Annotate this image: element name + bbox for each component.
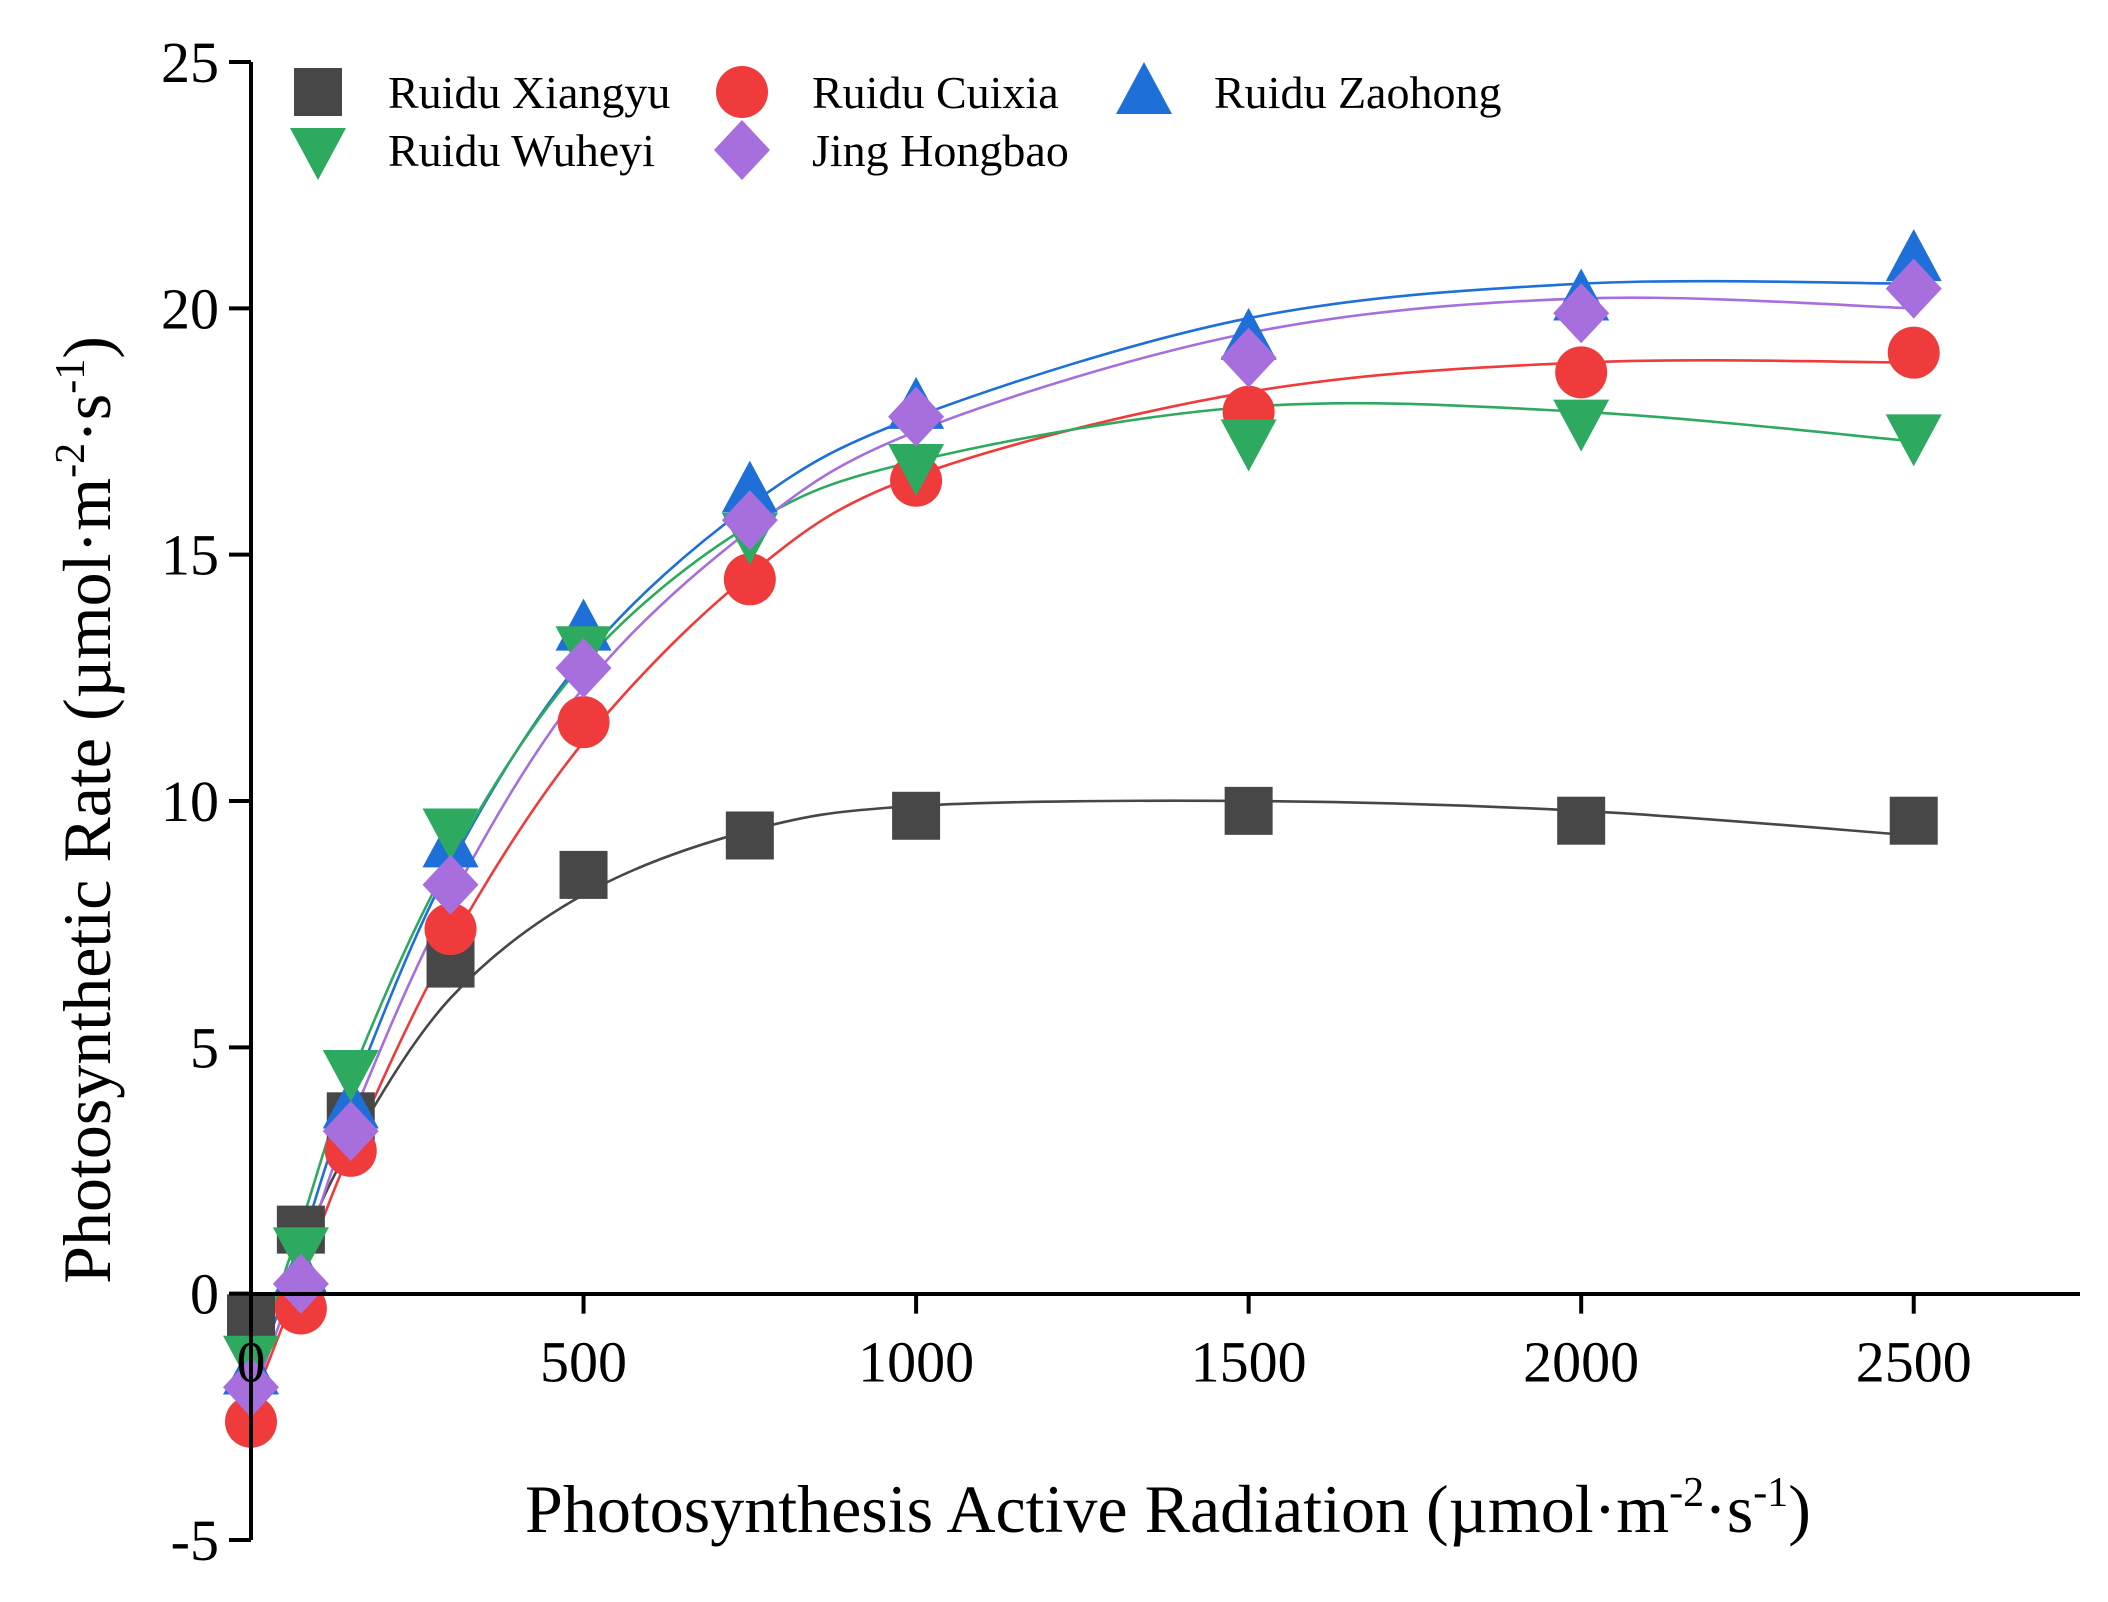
data-point-ruidu-wuheyi [1220,419,1277,472]
data-point-ruidu-wuheyi [422,808,479,861]
data-point-jing-hongbao [555,637,612,698]
data-point-ruidu-zaohong [1885,229,1942,282]
legend-marker-ruidu-cuixia [716,66,768,118]
x-axis-title-sup2: -1 [1753,1470,1788,1516]
data-point-ruidu-xiangyu [892,791,941,840]
x-axis-title-mid: ·s [1704,1471,1753,1547]
data-point-ruidu-cuixia [1555,346,1608,399]
data-point-ruidu-wuheyi [1553,399,1610,452]
legend-marker-ruidu-xiangyu [294,68,342,116]
data-point-ruidu-zaohong [721,460,778,513]
y-axis-title-main: Photosynthetic Rate (µmol·m [49,478,125,1284]
x-axis-title-sup1: -2 [1669,1470,1704,1516]
x-tick-label: 1000 [858,1330,974,1395]
x-axis-title-end: ) [1788,1471,1811,1547]
x-tick-label: 2000 [1523,1330,1639,1395]
data-point-ruidu-xiangyu [1224,786,1273,835]
data-point-jing-hongbao [1220,327,1277,388]
y-tick-label: 0 [190,1262,219,1327]
data-point-jing-hongbao [422,854,479,915]
y-axis-title-end: ) [49,336,125,359]
y-axis-title: Photosynthetic Rate (µmol·m-2·s-1) [48,336,125,1284]
x-axis-title: Photosynthesis Active Radiation (µmol·m-… [525,1470,1811,1547]
data-point-ruidu-xiangyu [725,811,774,860]
fit-curve-jing-hongbao [249,296,1914,1403]
data-point-jing-hongbao [322,1101,379,1162]
y-axis-title-sup1: -2 [48,443,94,478]
y-axis-title-mid: ·s [49,394,125,443]
y-tick-label: 10 [161,769,219,834]
legend: Ruidu Xiangyu Ruidu Cuixia Ruidu Zaohong Ru… [290,62,1501,180]
data-point-jing-hongbao [888,386,945,447]
legend-marker-jing-hongbao [714,120,770,180]
data-point-ruidu-cuixia [557,696,610,749]
data-point-jing-hongbao [721,490,778,551]
fit-curve-ruidu-zaohong [249,279,1914,1393]
data-point-ruidu-wuheyi [1885,414,1942,467]
legend-label-jing-hongbao: Jing Hongbao [812,125,1069,176]
y-tick-label: 5 [190,1015,219,1080]
data-point-jing-hongbao [1553,283,1610,344]
x-axis-title-main: Photosynthesis Active Radiation (µmol·m [525,1471,1669,1547]
data-point-ruidu-cuixia [723,553,776,606]
y-axis-title-sup2: -1 [48,359,94,394]
y-tick-label: 20 [161,276,219,341]
ticks: -5 0 5 10 15 20 25 0 500 1000 1500 2000 2500 [161,30,1972,1573]
legend-label-ruidu-cuixia: Ruidu Cuixia [812,67,1059,118]
x-tick-label: 1500 [1191,1330,1307,1395]
fit-curve-ruidu-wuheyi [249,401,1914,1373]
data-point-ruidu-xiangyu [1557,796,1606,845]
x-tick-label: 500 [540,1330,627,1395]
data-point-ruidu-xiangyu [559,850,608,899]
data-point-ruidu-cuixia [1887,326,1940,379]
data-point-ruidu-wuheyi [322,1049,379,1102]
y-tick-label: 15 [161,523,219,588]
data-point-ruidu-wuheyi [888,443,945,496]
legend-label-ruidu-zaohong: Ruidu Zaohong [1214,67,1501,118]
fit-curve-ruidu-xiangyu [249,799,1914,1369]
fit-curves [249,279,1914,1408]
data-point-ruidu-xiangyu [1889,796,1938,845]
legend-marker-ruidu-zaohong [1116,62,1172,114]
y-tick-label: -5 [171,1508,219,1573]
fit-curve-ruidu-cuixia [249,359,1914,1408]
data-point-ruidu-wuheyi [272,1227,329,1280]
legend-label-ruidu-wuheyi: Ruidu Wuheyi [388,125,655,176]
y-tick-label: 25 [161,30,219,95]
data-point-jing-hongbao [1885,258,1942,319]
x-tick-label: 2500 [1856,1330,1972,1395]
x-tick-label: 0 [237,1330,266,1395]
data-point-jing-hongbao [272,1253,329,1314]
data-markers [223,229,1942,1448]
legend-label-ruidu-xiangyu: Ruidu Xiangyu [388,67,670,118]
data-point-ruidu-cuixia [424,903,477,956]
legend-marker-ruidu-wuheyi [290,128,346,180]
